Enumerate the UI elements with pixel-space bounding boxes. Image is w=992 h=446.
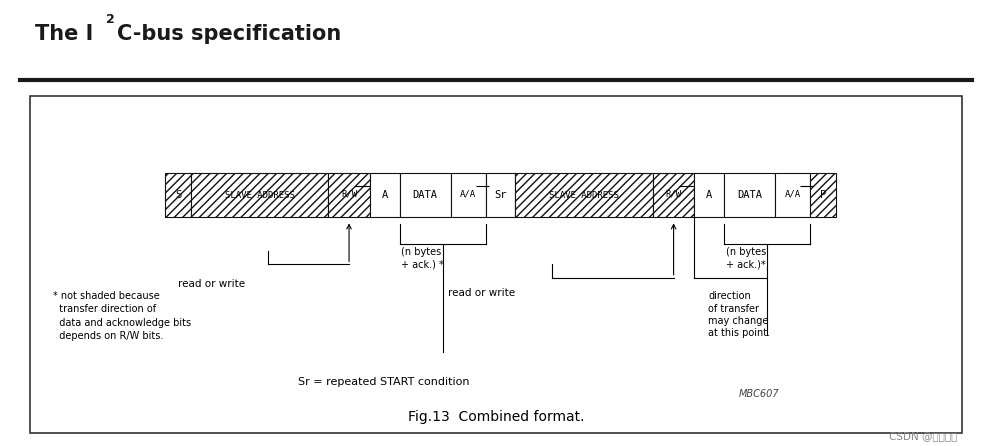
Text: (n bytes
+ ack.)*: (n bytes + ack.)* bbox=[726, 248, 766, 270]
Bar bbox=[450, 173, 486, 217]
Text: DATA: DATA bbox=[737, 190, 762, 200]
Text: * not shaded because
  transfer direction of
  data and acknowledge bits
  depen: * not shaded because transfer direction … bbox=[54, 291, 191, 341]
Text: DATA: DATA bbox=[413, 190, 437, 200]
Bar bbox=[653, 173, 694, 217]
Text: Sr: Sr bbox=[494, 190, 507, 200]
Text: R/W: R/W bbox=[341, 189, 357, 198]
Text: SLAVE ADDRESS: SLAVE ADDRESS bbox=[550, 191, 619, 200]
Text: P: P bbox=[820, 190, 826, 200]
Text: (n bytes
+ ack.) *: (n bytes + ack.) * bbox=[402, 248, 444, 270]
Bar bbox=[775, 173, 810, 217]
Text: R/W: R/W bbox=[666, 189, 682, 198]
Bar bbox=[190, 173, 328, 217]
Text: SLAVE ADDRESS: SLAVE ADDRESS bbox=[224, 191, 295, 200]
Bar bbox=[370, 173, 400, 217]
Bar bbox=[486, 173, 516, 217]
Bar bbox=[400, 173, 450, 217]
Bar bbox=[516, 173, 653, 217]
Text: The I: The I bbox=[35, 24, 93, 44]
Text: read or write: read or write bbox=[448, 288, 516, 298]
Text: Sr = repeated START condition: Sr = repeated START condition bbox=[299, 377, 470, 387]
Text: A/A: A/A bbox=[785, 189, 801, 198]
Text: S: S bbox=[175, 190, 182, 200]
Text: Fig.13  Combined format.: Fig.13 Combined format. bbox=[408, 410, 584, 425]
Bar bbox=[724, 173, 775, 217]
Bar bbox=[694, 173, 724, 217]
Bar bbox=[165, 173, 190, 217]
Bar bbox=[328, 173, 370, 217]
Text: A: A bbox=[706, 190, 712, 200]
Text: MBC607: MBC607 bbox=[738, 389, 779, 399]
Text: CSDN @冻结的鱼: CSDN @冻结的鱼 bbox=[889, 431, 957, 441]
Text: A: A bbox=[382, 190, 388, 200]
Text: direction
of transfer
may change
at this point.: direction of transfer may change at this… bbox=[708, 291, 771, 339]
Text: read or write: read or write bbox=[178, 280, 245, 289]
Text: A/A: A/A bbox=[460, 189, 476, 198]
Text: 2: 2 bbox=[106, 13, 115, 26]
Text: C-bus specification: C-bus specification bbox=[117, 24, 341, 44]
Bar bbox=[810, 173, 836, 217]
